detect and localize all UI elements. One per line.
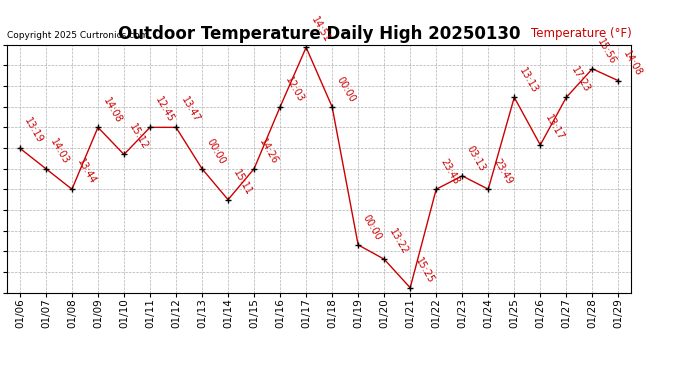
- Text: 13:22: 13:22: [387, 227, 410, 256]
- Text: 14:26: 14:26: [257, 137, 279, 166]
- Text: 17:23: 17:23: [569, 65, 592, 94]
- Text: 13:19: 13:19: [23, 117, 46, 146]
- Text: 14:03: 14:03: [49, 137, 71, 166]
- Text: 00:00: 00:00: [205, 137, 227, 166]
- Text: 15:11: 15:11: [231, 168, 253, 197]
- Text: 13:13: 13:13: [517, 66, 540, 94]
- Text: 15:12: 15:12: [127, 123, 150, 152]
- Text: 14:08: 14:08: [621, 49, 644, 78]
- Text: Temperature (°F): Temperature (°F): [531, 27, 631, 40]
- Text: Copyright 2025 Curtronics.com: Copyright 2025 Curtronics.com: [7, 31, 148, 40]
- Text: 23:49: 23:49: [491, 157, 513, 186]
- Text: 13:17: 13:17: [543, 113, 566, 142]
- Text: 14:51: 14:51: [309, 15, 331, 45]
- Text: 12:03: 12:03: [283, 75, 306, 104]
- Text: 00:00: 00:00: [335, 75, 357, 104]
- Text: 03:13: 03:13: [465, 144, 488, 173]
- Text: 15:56: 15:56: [595, 37, 618, 66]
- Title: Outdoor Temperature Daily High 20250130: Outdoor Temperature Daily High 20250130: [118, 26, 520, 44]
- Text: 13:44: 13:44: [75, 158, 97, 186]
- Text: 13:47: 13:47: [179, 95, 201, 124]
- Text: 12:45: 12:45: [152, 95, 175, 124]
- Text: 14:08: 14:08: [101, 96, 124, 124]
- Text: 15:25: 15:25: [413, 256, 435, 285]
- Text: 23:48: 23:48: [439, 157, 462, 186]
- Text: 00:00: 00:00: [361, 213, 384, 242]
